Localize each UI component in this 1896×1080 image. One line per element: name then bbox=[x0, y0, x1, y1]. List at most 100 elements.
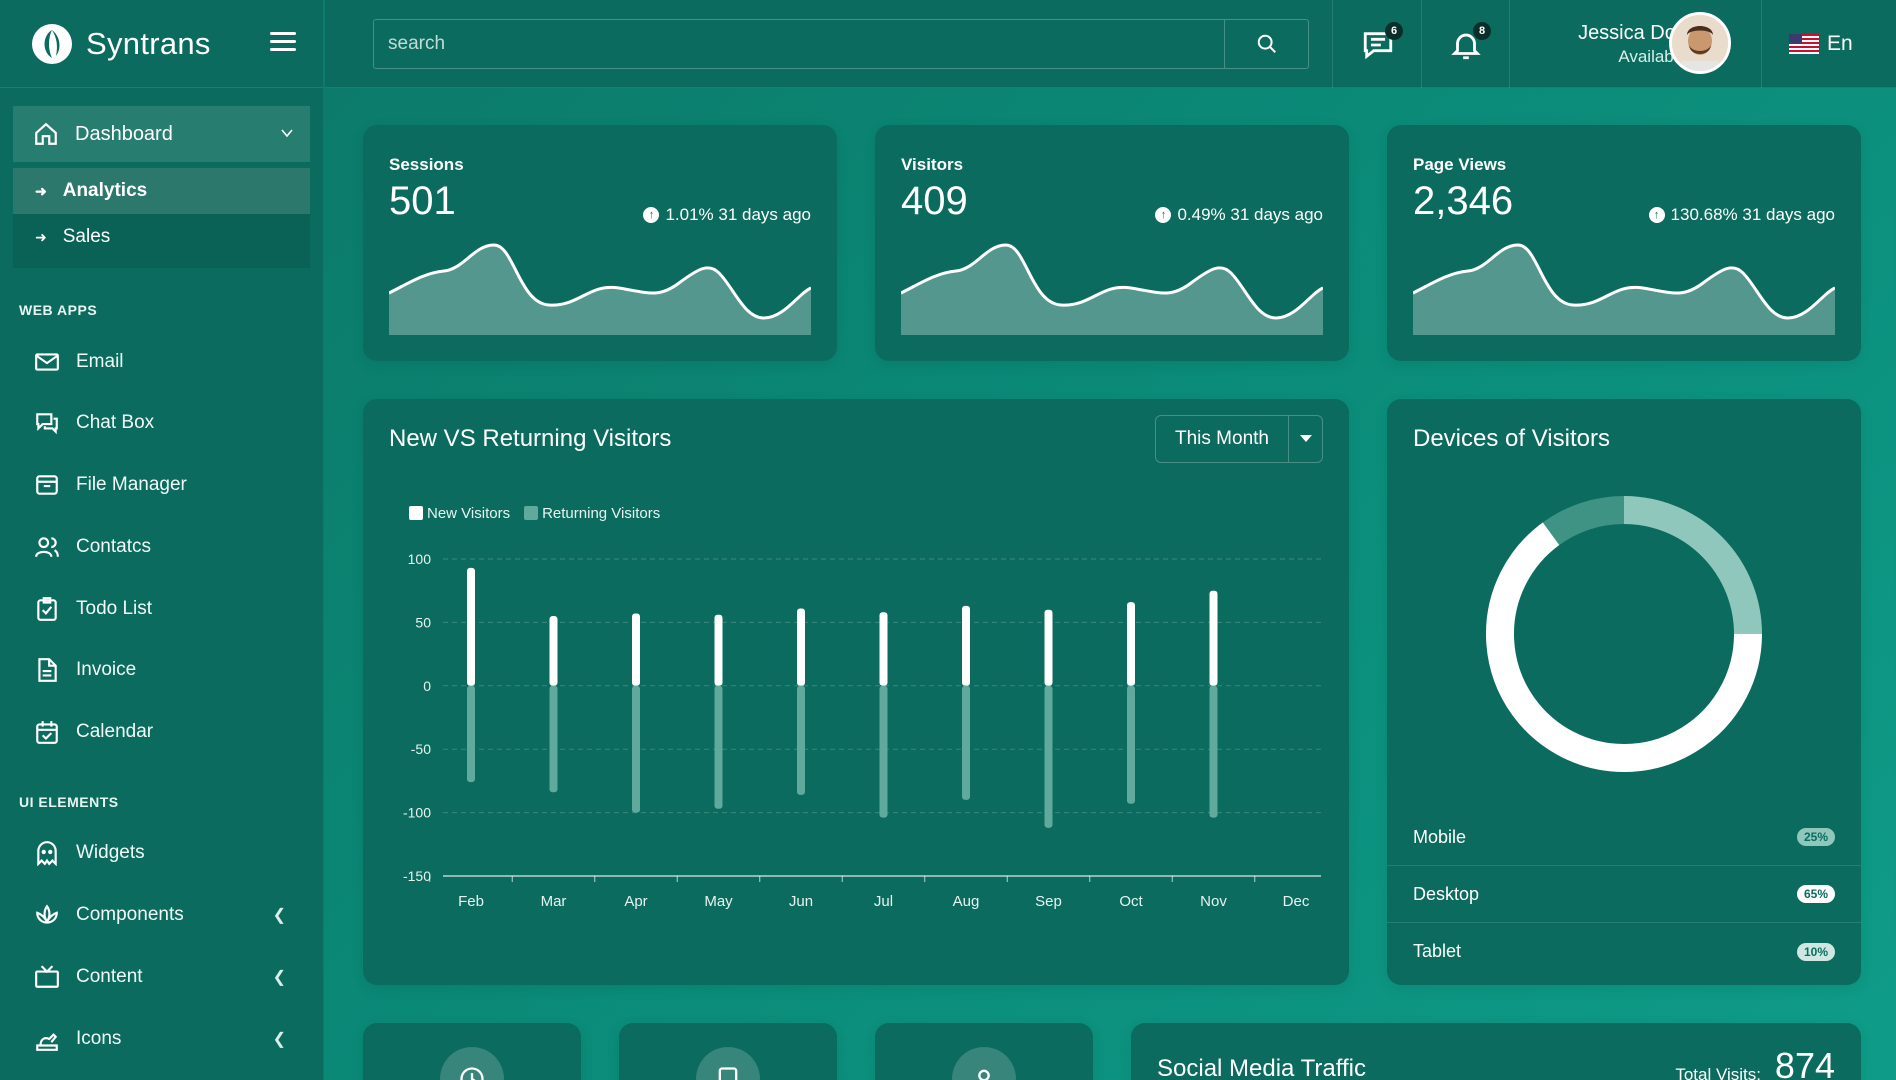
sidebar-item-label: Widgets bbox=[76, 842, 145, 863]
mini-card-2 bbox=[619, 1023, 837, 1080]
divider bbox=[1761, 0, 1762, 88]
sidebar-item-label: File Manager bbox=[76, 474, 187, 495]
sidebar-item-todo-list[interactable]: Todo List bbox=[34, 589, 304, 629]
home-icon bbox=[35, 122, 57, 145]
returning-visitors-bar bbox=[797, 685, 805, 795]
sidebar-item-label: Components bbox=[76, 904, 184, 925]
chevron-left-icon: ❮ bbox=[272, 1031, 286, 1048]
x-tick-label: Nov bbox=[1200, 893, 1227, 910]
sparkline-chart bbox=[389, 243, 811, 335]
stat-card-sessions: Sessions 501 ↑ 1.01% 31 days ago bbox=[363, 125, 837, 361]
sparkline-chart bbox=[1413, 243, 1835, 335]
returning-visitors-bar bbox=[1209, 685, 1218, 818]
stat-card-visitors: Visitors 409 ↑ 0.49% 31 days ago bbox=[875, 125, 1349, 361]
x-tick-label: Apr bbox=[624, 893, 647, 910]
legend-item[interactable]: Returning Visitors bbox=[524, 505, 660, 522]
divider bbox=[1421, 0, 1422, 88]
sidebar-item-label: Chat Box bbox=[76, 412, 155, 433]
search-input[interactable] bbox=[374, 20, 1224, 68]
device-pct-badge: 65% bbox=[1796, 885, 1835, 903]
brand-logo-icon bbox=[32, 23, 72, 64]
search-button[interactable] bbox=[1224, 20, 1308, 68]
sidebar-item-email[interactable]: Email bbox=[34, 342, 304, 382]
stat-change-text: 0.49% 31 days ago bbox=[1177, 205, 1323, 224]
sidebar-item-label: Calendar bbox=[76, 721, 154, 742]
new-visitors-bar bbox=[549, 616, 558, 686]
user-name: Jessica Doe bbox=[1578, 22, 1687, 44]
stat-title: Visitors bbox=[901, 155, 964, 174]
stat-change-text: 1.01% 31 days ago bbox=[665, 205, 811, 224]
sidebar-item-dashboard[interactable]: Dashboard bbox=[13, 106, 310, 162]
sidebar-item-label: Invoice bbox=[76, 659, 137, 680]
new-visitors-bar bbox=[962, 605, 970, 686]
sidebar-item-content[interactable]: Content ❮ bbox=[34, 957, 304, 997]
device-row-mobile: Mobile 25% bbox=[1387, 809, 1861, 866]
avatar[interactable] bbox=[1669, 12, 1731, 74]
search-icon bbox=[1257, 34, 1276, 53]
sidebar-item-components[interactable]: Components ❮ bbox=[34, 895, 304, 935]
device-row-desktop: Desktop 65% bbox=[1387, 866, 1861, 923]
mini-card-1 bbox=[363, 1023, 581, 1080]
x-tick-label: Jul bbox=[874, 893, 893, 910]
total-visits-label: Total Visits: bbox=[1675, 1065, 1761, 1080]
period-dropdown[interactable]: This Month bbox=[1155, 415, 1323, 463]
donut-chart bbox=[1486, 496, 1762, 772]
archive-icon bbox=[36, 475, 58, 495]
device-label: Desktop bbox=[1413, 883, 1480, 904]
brand-name: Syntrans bbox=[86, 25, 211, 61]
x-tick-label: May bbox=[704, 893, 733, 910]
menu-toggle-icon[interactable] bbox=[270, 32, 296, 54]
sidebar-item-sales[interactable]: ➜ Sales bbox=[13, 214, 310, 260]
notifications-button[interactable]: 8 bbox=[1449, 22, 1491, 62]
sidebar-item-label: Todo List bbox=[76, 598, 153, 619]
device-row-tablet: Tablet 10% bbox=[1387, 923, 1861, 980]
sidebar: Syntrans Dashboard ➜ Analytics ➜ Sales WEB… bbox=[0, 0, 324, 1080]
sidebar-item-contacts[interactable]: Contatcs bbox=[34, 527, 304, 567]
language-selector[interactable]: En bbox=[1789, 32, 1853, 56]
visitors-chart-card: New VS Returning Visitors This Month New… bbox=[363, 399, 1349, 985]
stat-title: Sessions bbox=[389, 155, 464, 174]
dashboard-submenu: ➜ Analytics ➜ Sales bbox=[13, 168, 310, 268]
legend-item[interactable]: New Visitors bbox=[409, 505, 510, 522]
sidebar-item-invoice[interactable]: Invoice bbox=[34, 650, 304, 690]
bar-chart: 100 50 0 -50 -100 -150 Feb Mar Apr May Jun Jul Aug Se… bbox=[403, 551, 1321, 910]
sidebar-item-calendar[interactable]: Calendar bbox=[34, 712, 304, 752]
x-tick-label: Jun bbox=[789, 893, 813, 910]
new-visitors-bar bbox=[714, 614, 723, 686]
messages-button[interactable]: 6 bbox=[1361, 22, 1403, 62]
returning-visitors-bar bbox=[962, 685, 970, 800]
donut-slice-desktop bbox=[1486, 522, 1762, 772]
stat-value: 2,346 bbox=[1413, 179, 1514, 223]
sidebar-item-file-manager[interactable]: File Manager bbox=[34, 465, 304, 505]
sidebar-item-label: Email bbox=[76, 351, 124, 372]
device-label: Mobile bbox=[1413, 826, 1467, 847]
devices-card: Devices of Visitors Mobile 25% Desktop 6… bbox=[1387, 399, 1861, 985]
sidebar-item-analytics[interactable]: ➜ Analytics bbox=[13, 168, 310, 214]
user-avatar-icon bbox=[1672, 15, 1728, 71]
sidebar-item-chat-box[interactable]: Chat Box bbox=[34, 403, 304, 443]
x-tick-label: Sep bbox=[1035, 893, 1062, 910]
x-tick-label: Dec bbox=[1283, 893, 1310, 910]
y-tick-label: -150 bbox=[403, 868, 431, 884]
x-tick-label: Oct bbox=[1119, 893, 1143, 910]
arrow-up-circle-icon: ↑ bbox=[1648, 207, 1665, 223]
sidebar-item-label: Icons bbox=[76, 1028, 122, 1049]
new-visitors-bar bbox=[1209, 590, 1218, 686]
chart-legend: New Visitors Returning Visitors bbox=[409, 505, 674, 522]
sidebar-item-widgets[interactable]: Widgets bbox=[34, 833, 304, 873]
language-label: En bbox=[1827, 32, 1853, 55]
hand-icon bbox=[36, 1033, 58, 1051]
donut-slice-tablet bbox=[1542, 496, 1625, 546]
sidebar-item-icons[interactable]: Icons ❮ bbox=[34, 1019, 304, 1059]
section-title-web-apps: WEB APPS bbox=[19, 302, 98, 318]
legend-label: New Visitors bbox=[427, 505, 511, 522]
card-title: New VS Returning Visitors bbox=[389, 425, 672, 452]
y-tick-label: 100 bbox=[408, 551, 432, 567]
returning-visitors-bar bbox=[467, 685, 475, 783]
total-visits-value: 874 bbox=[1774, 1045, 1835, 1080]
sidebar-item-label: Sales bbox=[62, 226, 111, 247]
stat-change: ↑ 0.49% 31 days ago bbox=[1155, 205, 1323, 225]
stat-change-text: 130.68% 31 days ago bbox=[1670, 205, 1835, 224]
notifications-badge: 8 bbox=[1473, 22, 1491, 40]
chevron-left-icon: ❮ bbox=[272, 907, 286, 924]
